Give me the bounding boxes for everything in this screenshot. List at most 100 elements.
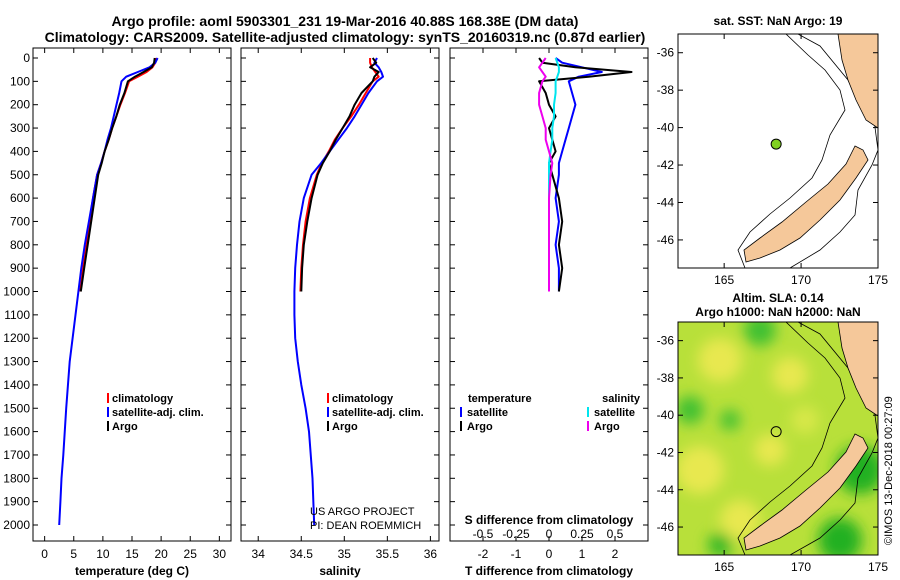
sla-map-ticks: 165 170 175 -36 -38 -40 -42 -44 -46 bbox=[657, 322, 888, 574]
x-tick-label: 20 bbox=[154, 547, 168, 561]
difference-legend: temperature salinity satellite Argo satellit… bbox=[460, 393, 641, 433]
lon-tick-label: 175 bbox=[868, 560, 888, 574]
temperature-xlabel: temperature (deg C) bbox=[75, 564, 189, 578]
sst-map-frame bbox=[677, 33, 879, 269]
depth-tick-label: 500 bbox=[10, 168, 30, 182]
series-line-argo bbox=[300, 57, 380, 292]
title-line-1: Argo profile: aoml 5903301_231 19-Mar-20… bbox=[112, 13, 579, 29]
top-tick-label: 0 bbox=[546, 527, 553, 541]
salinity-panel: 34 34.5 35 35.5 36 salinity climatology satel… bbox=[240, 47, 440, 578]
series-line-satellite bbox=[293, 57, 384, 526]
legend-label-climatology: climatology bbox=[112, 393, 174, 405]
lat-tick-label: -44 bbox=[657, 195, 675, 209]
sla-blob bbox=[720, 500, 760, 540]
sla-map-frame bbox=[677, 321, 879, 556]
project-annotation: US ARGO PROJECT bbox=[310, 506, 415, 518]
lon-tick-label: 165 bbox=[714, 273, 734, 287]
north-island bbox=[837, 322, 878, 417]
lat-tick-label: -44 bbox=[657, 483, 675, 497]
sla-blob bbox=[744, 322, 776, 346]
difference-axes-frame bbox=[449, 47, 649, 542]
top-tick-label: 0.25 bbox=[570, 527, 594, 541]
depth-tick-label: 1900 bbox=[3, 495, 30, 509]
north-island bbox=[837, 34, 878, 129]
lat-tick-label: -36 bbox=[657, 46, 675, 60]
depth-axis: 0 100 200 300 400 500 600 700 800 900 1000 1100 1200… bbox=[3, 51, 30, 532]
depth-tick-label: 0 bbox=[23, 51, 30, 65]
lat-tick-label: -40 bbox=[657, 408, 675, 422]
depth-tick-label: 1200 bbox=[3, 331, 30, 345]
depth-tick-label: 1700 bbox=[3, 448, 30, 462]
x-tick-label: -1 bbox=[511, 547, 522, 561]
depth-tick-label: 1000 bbox=[3, 285, 30, 299]
depth-tick-label: 2000 bbox=[3, 518, 30, 532]
x-tick-label: -2 bbox=[478, 547, 489, 561]
sla-field bbox=[678, 322, 878, 555]
series-line-s_argo bbox=[538, 57, 554, 292]
legend-label-argo: Argo bbox=[112, 421, 138, 433]
legend-header-salinity: salinity bbox=[602, 393, 641, 405]
lon-tick-label: 175 bbox=[868, 273, 888, 287]
legend-header-temperature: temperature bbox=[468, 393, 532, 405]
legend-label-argo: Argo bbox=[332, 421, 358, 433]
lon-tick-label: 165 bbox=[714, 560, 734, 574]
x-tick-label: 35.5 bbox=[376, 547, 400, 561]
depth-tick-label: 800 bbox=[10, 238, 30, 252]
sla-blob bbox=[754, 434, 786, 466]
depth-tick-label: 1100 bbox=[4, 308, 30, 322]
series-line-satellite bbox=[58, 57, 159, 526]
title-line-2: Climatology: CARS2009. Satellite-adjuste… bbox=[45, 29, 646, 45]
sla-map-panel: Altim. SLA: 0.14 Argo h1000: NaN h2000: … bbox=[657, 291, 889, 574]
salinity-ticks: 34 34.5 35 35.5 36 bbox=[241, 48, 439, 561]
t-difference-xlabel: T difference from climatology bbox=[465, 564, 633, 578]
series-line-argo bbox=[538, 57, 633, 292]
argo-profile-marker bbox=[770, 138, 782, 150]
lat-tick-label: -38 bbox=[657, 371, 675, 385]
x-tick-label: 5 bbox=[70, 547, 77, 561]
sla-map-title-2: Argo h1000: NaN h2000: NaN bbox=[695, 305, 860, 319]
south-island bbox=[743, 145, 869, 263]
x-tick-label: 0 bbox=[546, 547, 553, 561]
lon-tick-label: 170 bbox=[791, 560, 811, 574]
x-tick-label: 35 bbox=[338, 547, 352, 561]
difference-ticks: -2 -1 0 1 2 -0.5 -0.25 0 0.25 0.5 bbox=[450, 48, 648, 561]
sst-map-content bbox=[737, 34, 878, 268]
lat-tick-label: -36 bbox=[657, 334, 675, 348]
lat-tick-label: -38 bbox=[657, 83, 675, 97]
sla-blob bbox=[678, 396, 704, 424]
sla-blob bbox=[720, 410, 740, 430]
legend-label-satellite: satellite-adj. clim. bbox=[332, 407, 424, 419]
legend-label-s-s_satellite: satellite bbox=[594, 407, 635, 419]
legend-label-s-s_argo: Argo bbox=[594, 421, 620, 433]
temperature-panel: 0 5 10 15 20 25 30 temperature (deg C) climato… bbox=[32, 47, 232, 578]
lat-tick-label: -46 bbox=[657, 233, 675, 247]
depth-tick-label: 900 bbox=[10, 261, 30, 275]
depth-tick-label: 1400 bbox=[3, 378, 30, 392]
depth-tick-label: 200 bbox=[10, 98, 30, 112]
sla-map-content bbox=[678, 322, 878, 555]
x-tick-label: 30 bbox=[213, 547, 227, 561]
temperature-ticks: 0 5 10 15 20 25 30 bbox=[33, 48, 231, 561]
series-line-satellite bbox=[554, 57, 603, 292]
lat-tick-label: -42 bbox=[657, 445, 675, 459]
sst-map-ticks: 165 170 175 -36 -38 -40 -42 -44 -46 bbox=[657, 34, 888, 287]
depth-tick-label: 1600 bbox=[3, 425, 30, 439]
x-tick-label: 34 bbox=[252, 547, 266, 561]
legend-label-satellite: satellite-adj. clim. bbox=[112, 407, 204, 419]
sla-blob bbox=[791, 406, 819, 434]
sla-blob bbox=[772, 357, 808, 393]
salinity-legend: climatology satellite-adj. clim. Argo bbox=[327, 393, 424, 433]
temperature-legend: climatology satellite-adj. clim. Argo bbox=[107, 393, 204, 433]
depth-tick-label: 100 bbox=[10, 74, 30, 88]
pi-annotation: PI: DEAN ROEMMICH bbox=[310, 520, 421, 532]
argo-profile-marker bbox=[770, 426, 782, 438]
depth-tick-label: 1500 bbox=[3, 401, 30, 415]
x-tick-label: 10 bbox=[96, 547, 110, 561]
series-line-argo bbox=[79, 57, 156, 292]
temperature-series bbox=[58, 57, 159, 526]
legend-label-t-satellite: satellite bbox=[467, 407, 508, 419]
lon-tick-label: 170 bbox=[791, 273, 811, 287]
sla-blob bbox=[818, 518, 862, 555]
sla-blob bbox=[708, 533, 732, 555]
salinity-axes-frame bbox=[240, 47, 440, 542]
